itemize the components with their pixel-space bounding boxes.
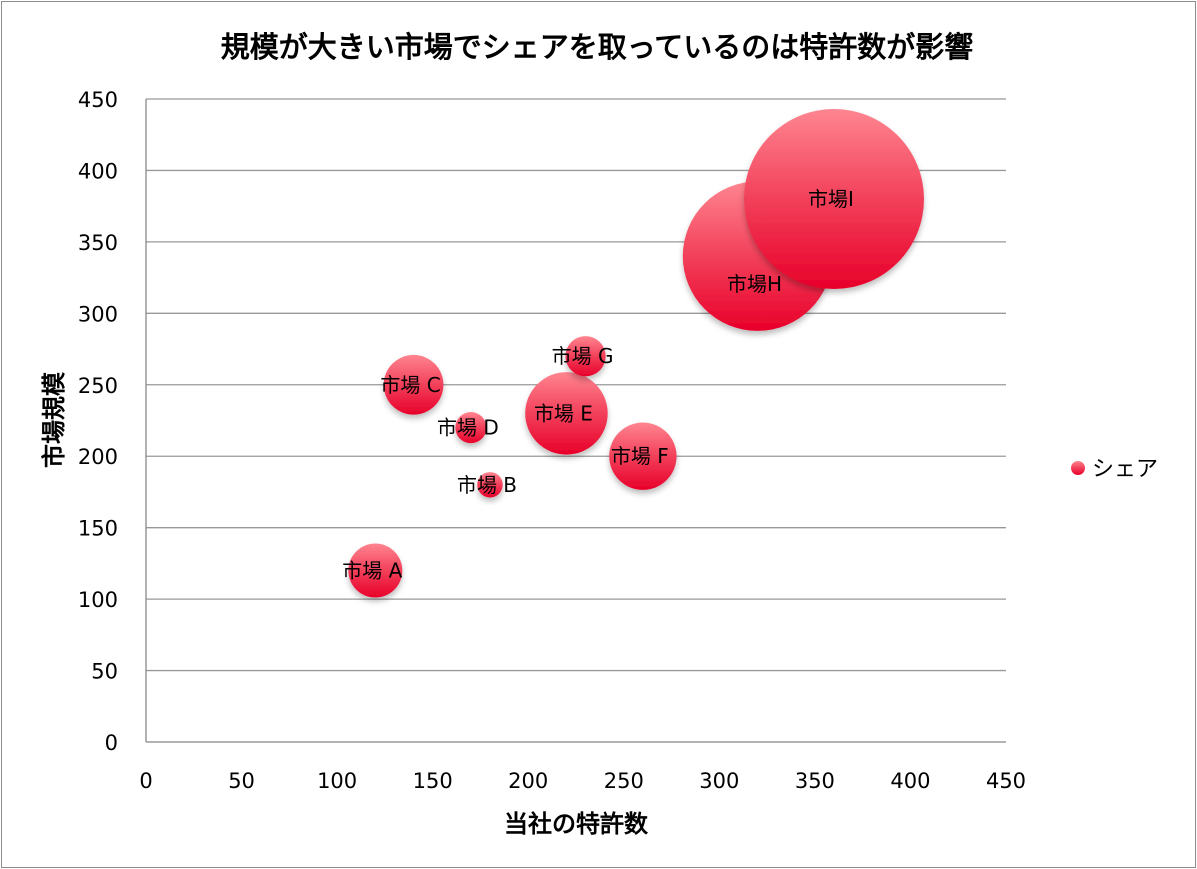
- bubble-label: 市場 C: [380, 373, 440, 397]
- x-tick-label: 50: [228, 769, 255, 793]
- bubble-label: 市場 G: [552, 344, 614, 368]
- x-tick-label: 300: [699, 769, 739, 793]
- bubble-labels: 市場 A 市場 B 市場 C 市場 D 市場 E 市場 F 市場 G 市場H 市場I: [342, 187, 854, 583]
- bubble-label: 市場H: [727, 272, 782, 296]
- x-tick-label: 450: [986, 769, 1026, 793]
- y-tick-labels: 0 50 100 150 200 250 300 350 400 450: [78, 88, 118, 755]
- bubble: [609, 422, 677, 490]
- bubble-label: 市場 E: [534, 401, 593, 425]
- bubble: [383, 354, 444, 415]
- y-tick-label: 350: [78, 231, 118, 255]
- y-tick-label: 150: [78, 517, 118, 541]
- y-tick-label: 50: [91, 660, 118, 684]
- legend-marker: [1071, 461, 1085, 475]
- x-tick-label: 0: [139, 769, 152, 793]
- y-tick-label: 200: [78, 445, 118, 469]
- bubble-label: 市場 A: [342, 559, 402, 583]
- y-axis-label: 市場規模: [40, 371, 68, 468]
- y-tick-label: 300: [78, 302, 118, 326]
- x-tick-label: 150: [413, 769, 453, 793]
- bubble: [348, 543, 403, 598]
- bubble-label: 市場I: [808, 187, 854, 211]
- x-tick-label: 200: [508, 769, 548, 793]
- chart-title: 規模が大きい市場でシェアを取っているのは特許数が影響: [221, 30, 974, 64]
- legend-label: シェア: [1092, 457, 1158, 482]
- bubble-label: 市場 D: [437, 416, 499, 440]
- y-tick-label: 0: [105, 731, 118, 755]
- bubble: [525, 372, 608, 455]
- bubble: [744, 109, 924, 290]
- x-tick-label: 400: [890, 769, 930, 793]
- x-tick-label: 250: [604, 769, 644, 793]
- y-tick-label: 400: [78, 159, 118, 183]
- bubble-label: 市場 F: [611, 444, 669, 468]
- bubble: [455, 412, 487, 444]
- y-tick-label: 100: [78, 588, 118, 612]
- bubbles: [348, 109, 924, 598]
- bubble: [477, 472, 503, 498]
- x-tick-label: 350: [795, 769, 835, 793]
- y-tick-label: 250: [78, 374, 118, 398]
- x-tick-labels: 0 50 100 150 200 250 300 350 400 450: [139, 769, 1026, 793]
- bubble-label: 市場 B: [457, 473, 517, 497]
- bubble: [565, 336, 606, 377]
- y-tick-label: 450: [78, 88, 118, 112]
- legend: シェア: [1071, 457, 1158, 482]
- x-tick-label: 100: [317, 769, 357, 793]
- x-axis-label: 当社の特許数: [504, 810, 649, 838]
